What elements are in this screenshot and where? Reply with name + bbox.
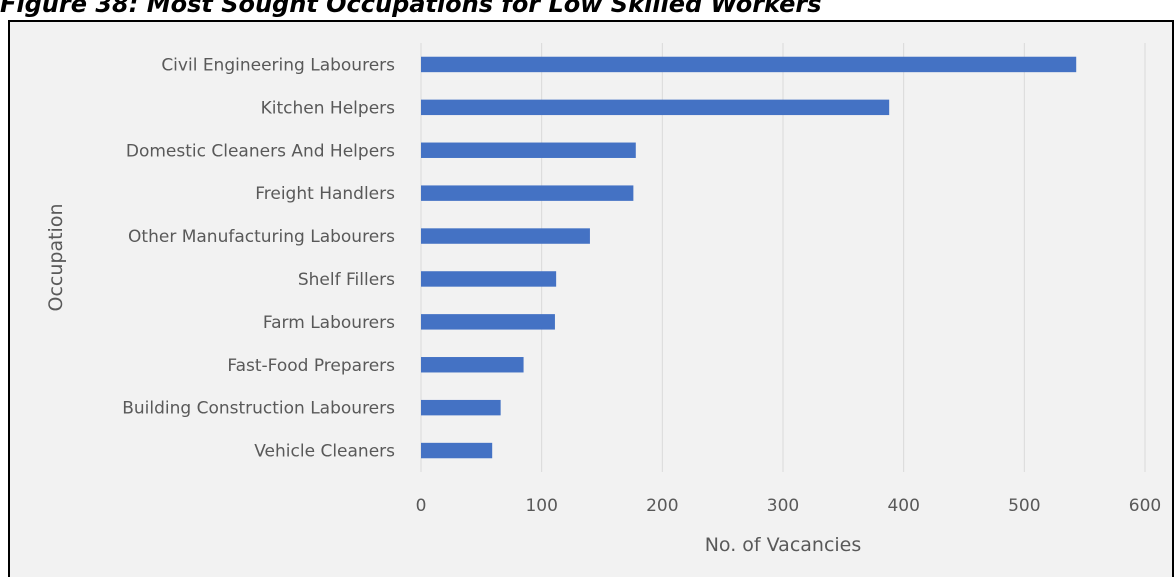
y-axis-title: Occupation: [45, 204, 67, 312]
bars: [421, 56, 1077, 459]
x-tick-label: 300: [767, 496, 799, 516]
x-tick-labels: 0 100 200 300 400 500 600: [416, 496, 1162, 516]
category-labels: Civil Engineering Labourers Kitchen Helpe…: [122, 55, 395, 461]
category-label: Fast-Food Preparers: [227, 356, 395, 376]
x-tick-label: 500: [1008, 496, 1040, 516]
bar-chart: Civil Engineering Labourers Kitchen Helpe…: [45, 43, 1162, 556]
x-axis-title: No. of Vacancies: [705, 534, 862, 556]
chart-frame: Civil Engineering Labourers Kitchen Helpe…: [8, 20, 1174, 577]
category-label: Kitchen Helpers: [261, 98, 395, 118]
x-tick-label: 200: [646, 496, 678, 516]
figure-title: Figure 38: Most Sought Occupations for L…: [0, 0, 822, 18]
category-label: Farm Labourers: [263, 313, 395, 333]
bar: [421, 56, 1077, 73]
bar: [421, 99, 890, 116]
bar: [421, 142, 636, 158]
category-label: Vehicle Cleaners: [254, 442, 395, 462]
category-label: Building Construction Labourers: [122, 399, 395, 419]
category-label: Civil Engineering Labourers: [161, 55, 395, 75]
x-tick-label: 0: [416, 496, 427, 516]
bar: [421, 314, 555, 330]
bar: [421, 442, 493, 459]
category-label: Other Manufacturing Labourers: [128, 227, 395, 247]
bar: [421, 185, 634, 201]
x-tick-label: 600: [1129, 496, 1161, 516]
category-label: Shelf Fillers: [298, 270, 395, 290]
bar: [421, 271, 557, 287]
bar: [421, 357, 524, 373]
category-label: Domestic Cleaners And Helpers: [126, 141, 395, 161]
x-tick-label: 100: [525, 496, 557, 516]
category-label: Freight Handlers: [255, 184, 395, 204]
x-tick-label: 400: [887, 496, 919, 516]
bar: [421, 228, 590, 244]
bar: [421, 399, 501, 416]
